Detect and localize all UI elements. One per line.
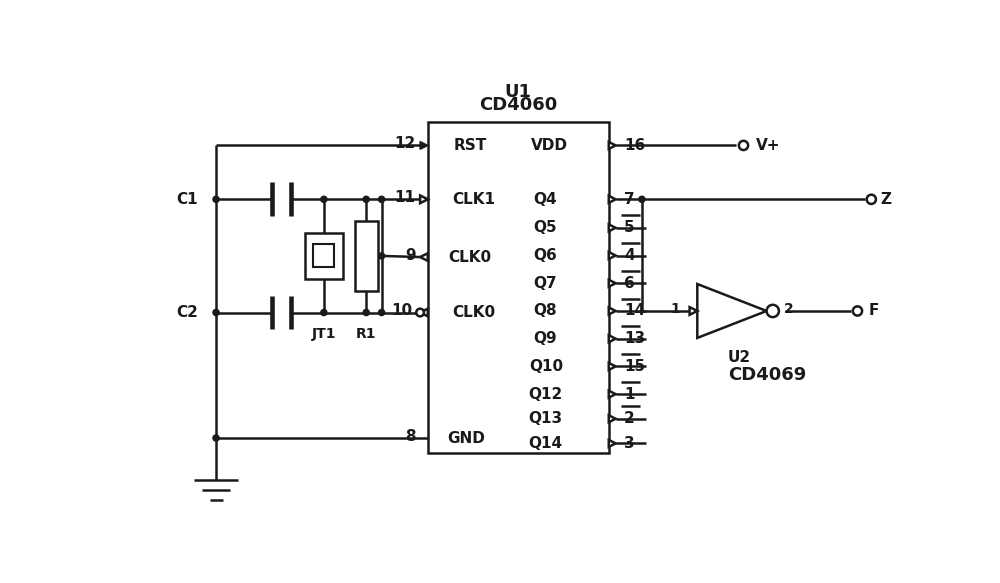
Text: 16: 16 [624, 138, 645, 153]
Text: 12: 12 [394, 136, 415, 152]
Circle shape [363, 310, 369, 315]
Text: 9: 9 [405, 248, 415, 263]
Text: 13: 13 [624, 331, 645, 346]
Circle shape [767, 305, 779, 317]
Text: R1: R1 [356, 327, 376, 341]
Circle shape [379, 196, 385, 202]
Polygon shape [609, 307, 616, 314]
Text: 1: 1 [671, 303, 680, 317]
Bar [313, 244, 334, 268]
Text: V+: V+ [756, 138, 780, 153]
Text: 14: 14 [624, 304, 645, 318]
Text: CLK0: CLK0 [449, 250, 492, 265]
Circle shape [321, 196, 327, 202]
Text: CD4060: CD4060 [479, 96, 557, 114]
Polygon shape [609, 196, 616, 203]
Text: JT1: JT1 [312, 327, 336, 341]
Text: Q8: Q8 [533, 304, 557, 318]
Text: Q10: Q10 [530, 359, 564, 374]
Circle shape [213, 435, 219, 441]
Polygon shape [609, 440, 616, 447]
Text: 2: 2 [624, 411, 635, 426]
Bar [355, 222, 378, 290]
Polygon shape [609, 252, 616, 259]
Polygon shape [697, 284, 767, 338]
Text: U2: U2 [728, 350, 751, 365]
Bar [305, 233, 343, 279]
Text: 6: 6 [624, 276, 635, 291]
Text: 5: 5 [624, 220, 635, 236]
Polygon shape [690, 307, 697, 315]
Circle shape [321, 310, 327, 315]
Text: 8: 8 [405, 429, 415, 444]
Text: Z: Z [881, 192, 892, 207]
Text: Q5: Q5 [533, 220, 557, 236]
Polygon shape [609, 391, 616, 398]
Polygon shape [609, 280, 616, 287]
Circle shape [739, 141, 748, 150]
Polygon shape [609, 363, 616, 370]
Text: CD4069: CD4069 [728, 366, 806, 384]
Circle shape [379, 253, 385, 259]
Text: C1: C1 [177, 192, 198, 207]
Circle shape [867, 195, 876, 204]
Circle shape [416, 308, 424, 317]
Text: Q12: Q12 [528, 387, 562, 402]
Text: 15: 15 [624, 359, 645, 374]
Text: Q9: Q9 [533, 331, 557, 346]
Text: 11: 11 [394, 190, 415, 205]
Text: 10: 10 [391, 304, 412, 318]
Text: 7: 7 [624, 192, 635, 207]
Text: Q6: Q6 [533, 248, 557, 263]
Text: 3: 3 [624, 436, 635, 451]
Text: C2: C2 [177, 305, 198, 320]
Text: Q7: Q7 [533, 276, 557, 291]
Text: 2: 2 [784, 303, 793, 317]
Text: 4: 4 [624, 248, 635, 263]
Circle shape [213, 310, 219, 315]
Bar [428, 122, 609, 454]
Text: F: F [868, 304, 879, 318]
Circle shape [363, 196, 369, 202]
Circle shape [213, 196, 219, 202]
Text: Q4: Q4 [533, 192, 557, 207]
Polygon shape [609, 224, 616, 231]
Text: CLK1: CLK1 [452, 192, 496, 207]
Polygon shape [609, 142, 616, 149]
Text: Q14: Q14 [528, 436, 562, 451]
Circle shape [853, 306, 862, 315]
Polygon shape [609, 415, 616, 422]
Circle shape [639, 196, 645, 202]
Polygon shape [420, 142, 428, 149]
Text: Q13: Q13 [528, 411, 562, 426]
Polygon shape [420, 253, 428, 261]
Text: GND: GND [447, 430, 485, 445]
Circle shape [379, 310, 385, 315]
Text: RST: RST [454, 138, 487, 153]
Polygon shape [420, 195, 428, 203]
Polygon shape [609, 335, 616, 342]
Text: U1: U1 [504, 83, 531, 100]
Text: CLK0: CLK0 [452, 305, 496, 320]
Text: VDD: VDD [531, 138, 568, 153]
Text: 1: 1 [624, 387, 635, 402]
Polygon shape [420, 308, 428, 317]
